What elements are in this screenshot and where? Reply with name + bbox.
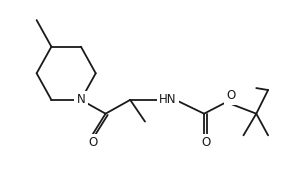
Text: O: O (88, 136, 98, 149)
Text: N: N (77, 93, 85, 106)
Text: HN: HN (159, 93, 176, 106)
Text: O: O (201, 136, 211, 149)
Text: O: O (226, 89, 235, 102)
